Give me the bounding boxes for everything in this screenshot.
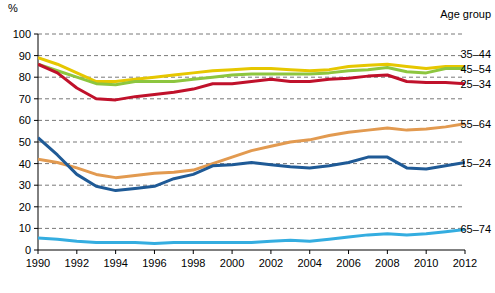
y-tick: [34, 250, 38, 251]
x-axis: [38, 250, 465, 251]
legend-title: Age group: [440, 8, 491, 20]
y-tick-label: 70: [19, 93, 31, 105]
grid-line: [38, 228, 465, 229]
y-tick: [34, 163, 38, 164]
y-tick-label: 90: [19, 50, 31, 62]
x-tick-label: 1998: [181, 257, 205, 269]
y-axis: [38, 34, 39, 250]
x-tick: [348, 250, 349, 254]
x-tick: [193, 250, 194, 254]
x-tick-label: 1996: [142, 257, 166, 269]
y-tick: [34, 228, 38, 229]
legend-label: 25–34: [460, 78, 491, 90]
grid-line: [38, 142, 465, 143]
y-tick: [34, 34, 38, 35]
legend-label: 35–44: [460, 48, 491, 60]
legend-label: 65–74: [460, 223, 491, 235]
y-tick: [34, 142, 38, 143]
y-tick: [34, 185, 38, 186]
x-tick-label: 1994: [103, 257, 127, 269]
y-tick-label: 80: [19, 71, 31, 83]
y-tick: [34, 98, 38, 99]
y-tick: [34, 120, 38, 121]
series-line: [38, 64, 465, 100]
y-tick-label: 40: [19, 158, 31, 170]
series-line: [38, 124, 465, 178]
x-tick: [232, 250, 233, 254]
grid-line: [38, 206, 465, 207]
x-tick-label: 2000: [220, 257, 244, 269]
x-tick: [465, 250, 466, 254]
legend-label: 15–24: [460, 157, 491, 169]
grid-line: [38, 34, 465, 35]
x-tick-label: 2006: [336, 257, 360, 269]
grid-line: [38, 55, 465, 56]
x-tick: [309, 250, 310, 254]
x-tick-label: 2004: [297, 257, 321, 269]
grid-line: [38, 120, 465, 121]
y-tick-label: 50: [19, 136, 31, 148]
x-tick: [426, 250, 427, 254]
x-tick: [270, 250, 271, 254]
x-tick-label: 1990: [26, 257, 50, 269]
grid-line: [38, 77, 465, 78]
x-tick: [115, 250, 116, 254]
y-tick-label: 60: [19, 114, 31, 126]
y-axis-label: %: [8, 2, 18, 14]
x-tick: [38, 250, 39, 254]
legend-label: 45–54: [460, 63, 491, 75]
x-tick: [154, 250, 155, 254]
x-tick: [76, 250, 77, 254]
y-tick: [34, 77, 38, 78]
y-tick: [34, 55, 38, 56]
series-line: [38, 138, 465, 191]
y-tick-label: 30: [19, 179, 31, 191]
y-tick-label: 20: [19, 201, 31, 213]
x-tick: [387, 250, 388, 254]
y-tick-label: 10: [19, 222, 31, 234]
y-tick-label: 100: [13, 28, 31, 40]
chart: 0 10 20 30 40 50 60 70 80 90 100 1990 1992 1994 1996 19…: [0, 0, 495, 293]
series-group: [38, 58, 465, 244]
x-tick-label: 2012: [453, 257, 477, 269]
grid-line: [38, 185, 465, 186]
x-tick-label: 1992: [65, 257, 89, 269]
legend-label: 55–64: [460, 118, 491, 130]
series-line: [38, 229, 465, 243]
y-tick-label: 0: [25, 244, 31, 256]
y-tick: [34, 206, 38, 207]
x-tick-label: 2010: [414, 257, 438, 269]
x-tick-label: 2008: [375, 257, 399, 269]
x-tick-label: 2002: [259, 257, 283, 269]
